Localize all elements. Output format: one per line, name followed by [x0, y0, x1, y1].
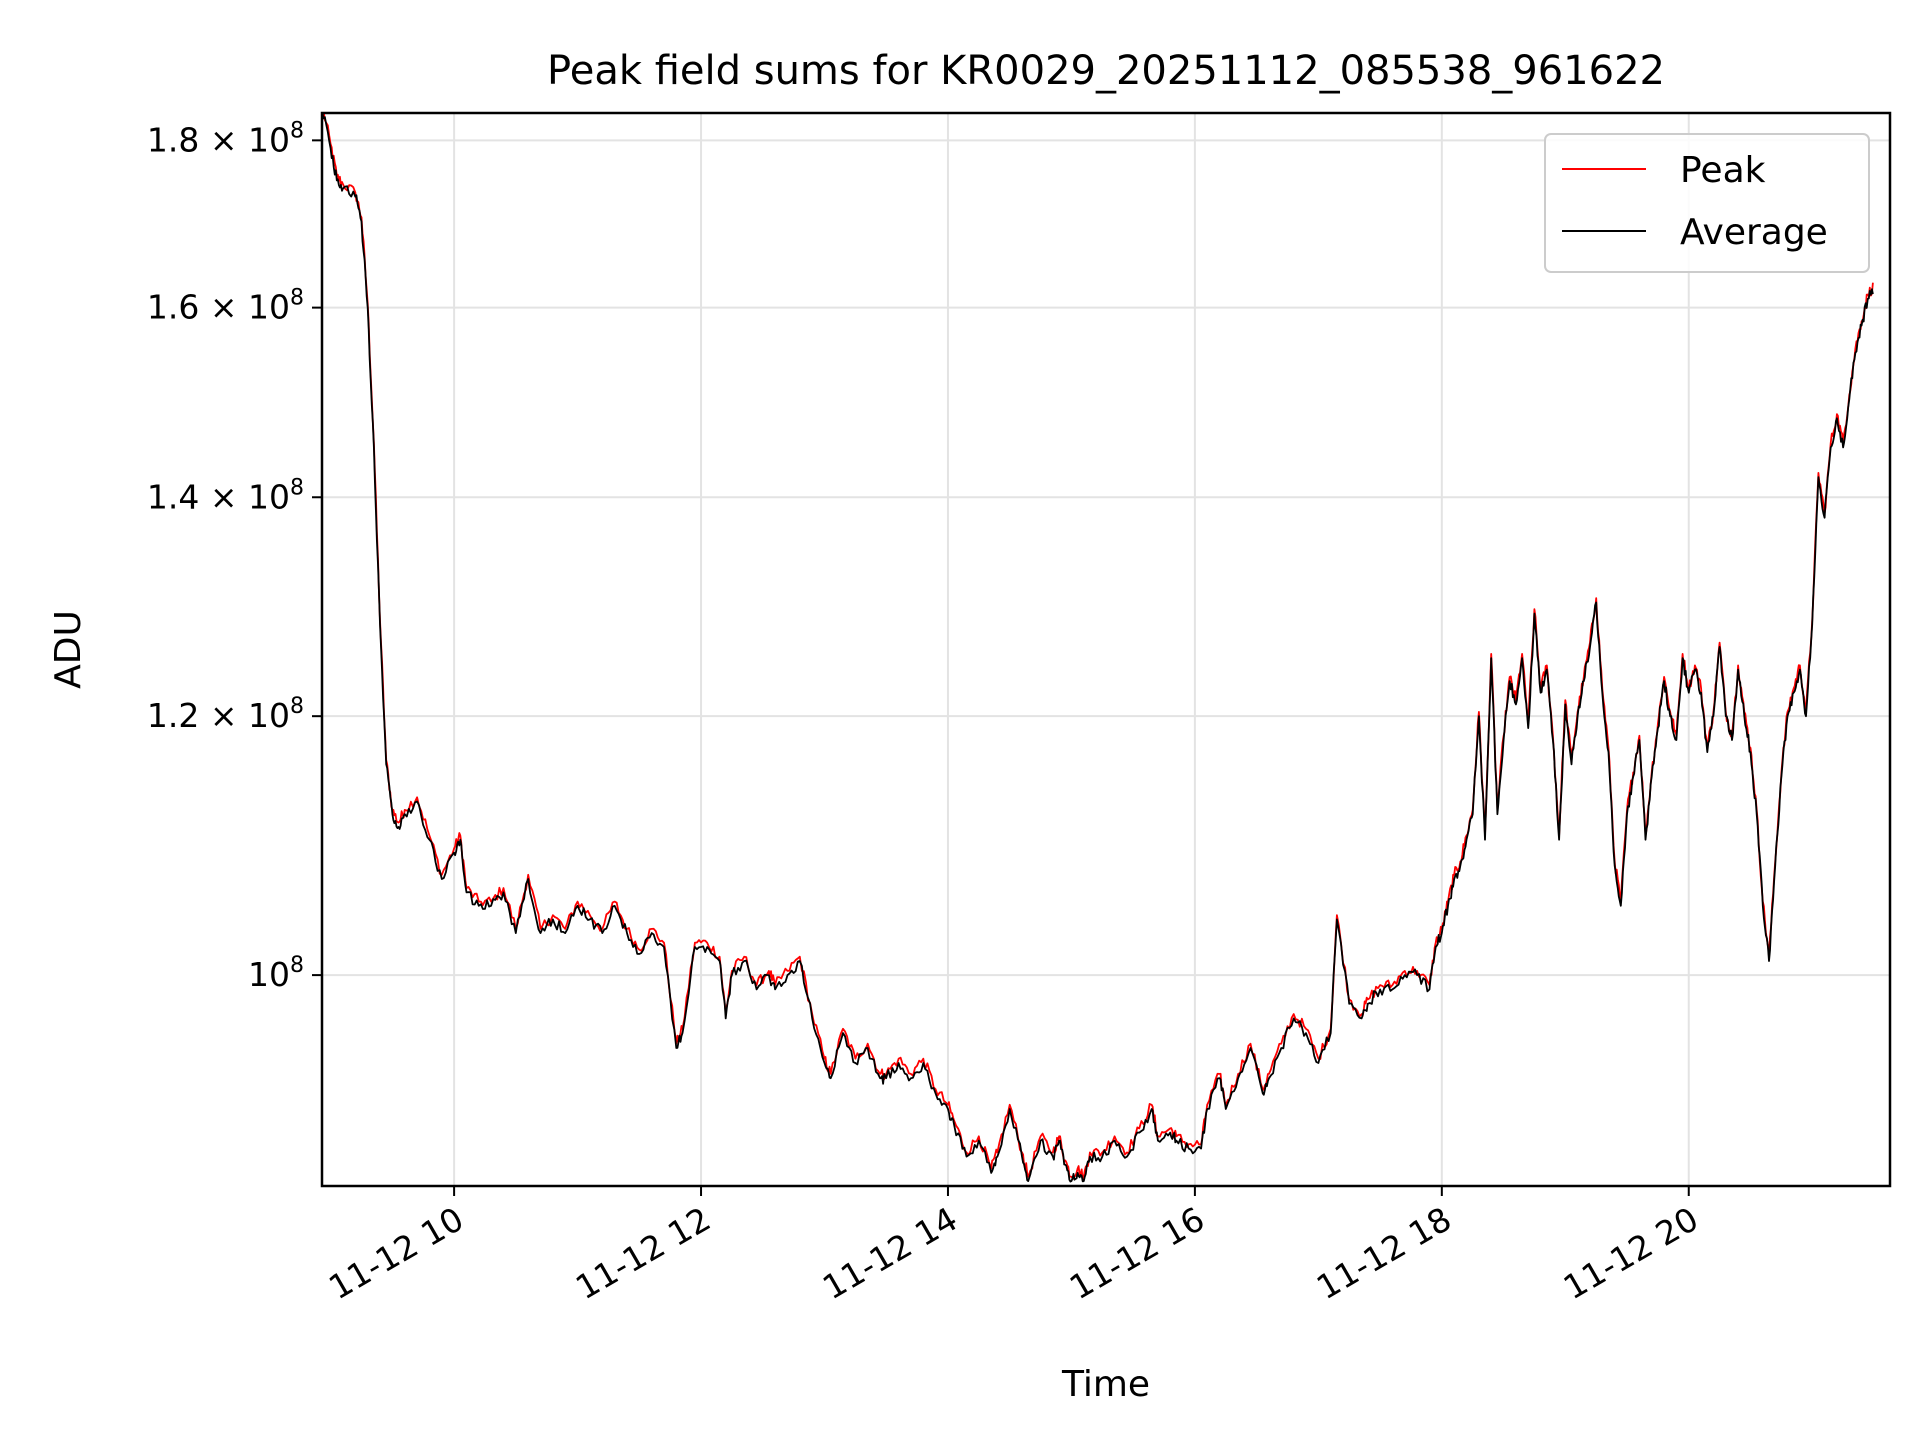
- y-tick-mantissa: 10: [248, 955, 290, 994]
- y-tick-mantissa: 1.6 × 10: [147, 288, 290, 327]
- y-tick-exponent: 8: [290, 953, 304, 978]
- y-tick-exponent: 8: [290, 475, 304, 500]
- y-tick-mantissa: 1.2 × 10: [147, 696, 290, 735]
- y-tick-label: 108: [248, 953, 304, 994]
- y-tick-mantissa: 1.8 × 10: [147, 120, 290, 159]
- y-axis-label: ADU: [48, 610, 89, 689]
- y-tick-exponent: 8: [290, 286, 304, 311]
- chart-title: Peak field sums for KR0029_20251112_0855…: [547, 48, 1665, 94]
- plot-frame: [320, 111, 1892, 1188]
- series-line-average: [322, 113, 1874, 1183]
- y-tick-label: 1.4 × 108: [147, 475, 304, 516]
- y-tick-label: 1.8 × 108: [147, 118, 304, 159]
- y-tick-mantissa: 1.4 × 10: [147, 477, 290, 516]
- legend-label-average: Average: [1680, 212, 1828, 253]
- y-tick-exponent: 8: [290, 694, 304, 719]
- series-lines: [322, 113, 1874, 1183]
- x-axis-label: Time: [1061, 1364, 1150, 1405]
- legend-label-peak: Peak: [1680, 150, 1766, 191]
- y-tick-exponent: 8: [290, 118, 304, 143]
- y-tick-label: 1.6 × 108: [147, 286, 304, 327]
- y-tick-label: 1.2 × 108: [147, 694, 304, 735]
- legend: Peak Average: [1544, 133, 1870, 273]
